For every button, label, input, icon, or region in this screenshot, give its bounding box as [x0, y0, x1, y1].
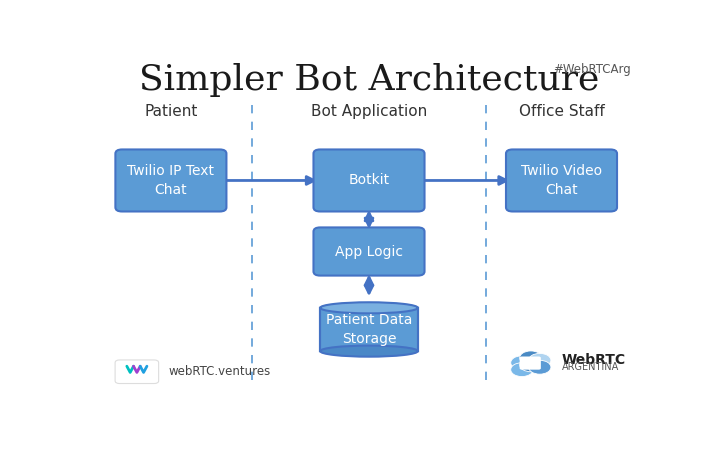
FancyBboxPatch shape [506, 149, 617, 212]
Text: Botkit: Botkit [348, 173, 390, 188]
Text: Twilio Video
Chat: Twilio Video Chat [521, 164, 602, 197]
FancyBboxPatch shape [115, 149, 226, 212]
Text: Twilio IP Text
Chat: Twilio IP Text Chat [127, 164, 215, 197]
Circle shape [510, 363, 533, 377]
Text: webRTC.ventures: webRTC.ventures [168, 364, 271, 378]
Circle shape [528, 353, 551, 367]
Text: Patient: Patient [144, 104, 197, 119]
FancyBboxPatch shape [115, 360, 158, 383]
Text: Patient Data
Storage: Patient Data Storage [326, 313, 412, 346]
Text: ARGENTINA: ARGENTINA [562, 361, 618, 372]
Circle shape [520, 351, 542, 365]
FancyBboxPatch shape [313, 149, 425, 212]
Ellipse shape [320, 346, 418, 357]
FancyBboxPatch shape [520, 356, 541, 369]
Text: Simpler Bot Architecture: Simpler Bot Architecture [139, 63, 599, 97]
Bar [320, 308, 418, 351]
Ellipse shape [320, 302, 418, 313]
Text: Office Staff: Office Staff [518, 104, 604, 119]
Text: Bot Application: Bot Application [311, 104, 427, 119]
Circle shape [528, 360, 551, 374]
Text: #WebRTCArg: #WebRTCArg [554, 63, 631, 76]
FancyBboxPatch shape [313, 227, 425, 275]
Text: WebRTC: WebRTC [562, 353, 626, 367]
Circle shape [520, 358, 542, 372]
Text: App Logic: App Logic [335, 244, 403, 258]
Circle shape [510, 356, 533, 369]
